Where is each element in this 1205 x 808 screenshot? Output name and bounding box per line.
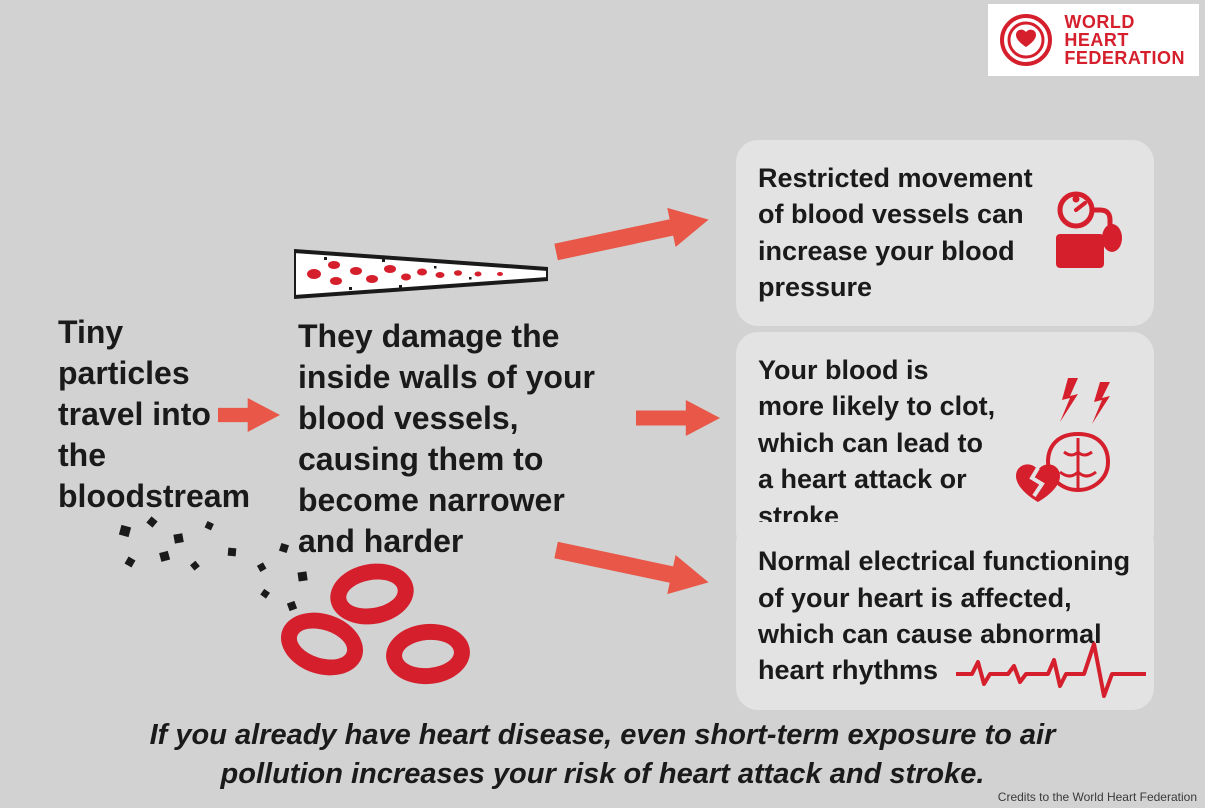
arrow-icon [556, 232, 712, 277]
bottom-note: If you already have heart disease, even … [0, 716, 1205, 794]
whf-logo-icon [998, 12, 1054, 68]
card-clot-text: Your blood is more likely to clot, which… [758, 352, 998, 534]
logo-line2: HEART [1064, 31, 1185, 49]
bp-icon [1050, 188, 1132, 278]
logo-line3: FEDERATION [1064, 49, 1185, 67]
logo-text: WORLD HEART FEDERATION [1064, 13, 1185, 67]
arrow-icon [556, 530, 712, 575]
card-clot: Your blood is more likely to clot, which… [736, 332, 1154, 554]
clot-icon [1012, 378, 1132, 508]
blood-vessel-icon [294, 247, 548, 301]
arrow-icon [636, 400, 720, 441]
credits-text: Credits to the World Heart Federation [998, 790, 1197, 804]
particles-cells-icon [112, 514, 482, 694]
logo-line1: WORLD [1064, 13, 1185, 31]
arrow-icon [218, 398, 280, 437]
logo: WORLD HEART FEDERATION [988, 4, 1199, 76]
card-bp: Restricted movement of blood vessels can… [736, 140, 1154, 326]
ecg-icon [956, 640, 1146, 700]
card-bp-text: Restricted movement of blood vessels can… [758, 160, 1036, 306]
